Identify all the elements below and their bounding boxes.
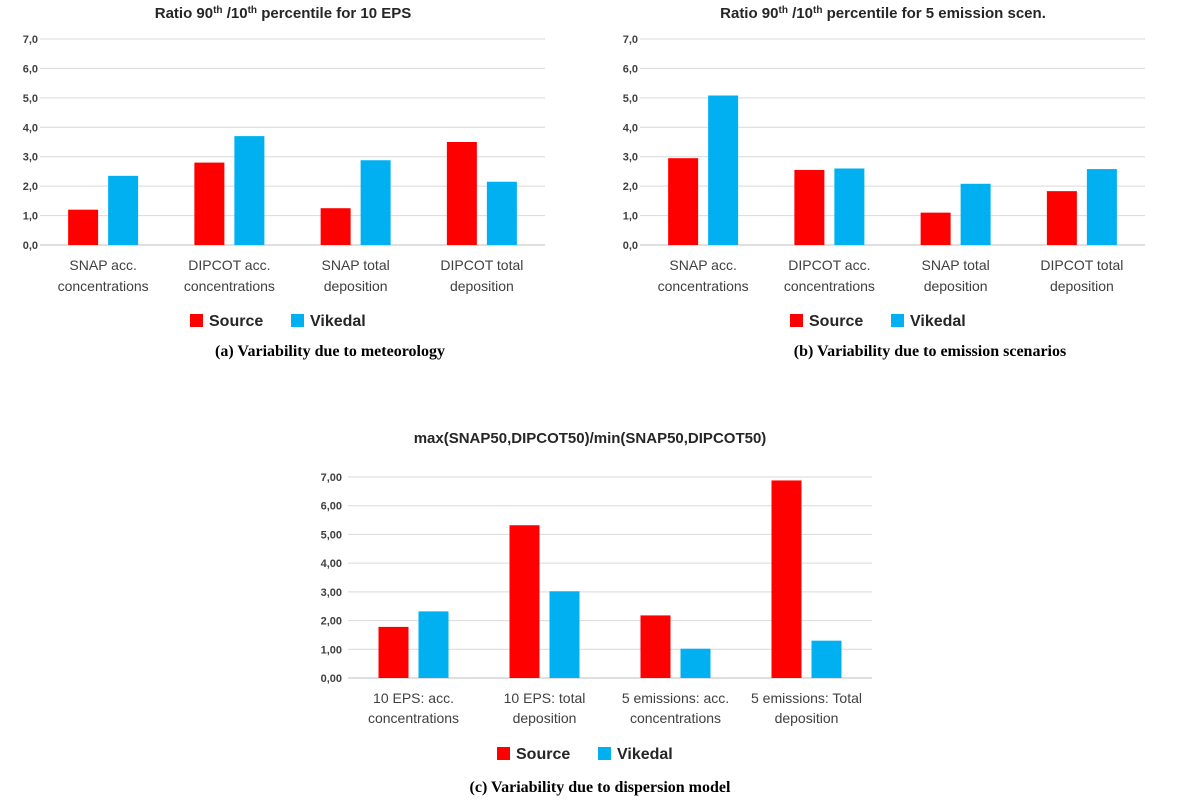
- legend-swatch-source: [497, 747, 510, 760]
- chart-a: Ratio 90th /10th percentile for 10 EPS 0,…: [0, 0, 600, 340]
- y-tick-label: 2,0: [623, 181, 638, 193]
- chart-title: Ratio 90th /10th percentile for 10 EPS: [155, 5, 412, 23]
- y-tick-label: 7,0: [623, 34, 638, 46]
- bar-source: [509, 525, 540, 678]
- bar-source: [668, 158, 699, 245]
- y-tick-label: 5,0: [623, 93, 638, 105]
- bar-source: [320, 208, 351, 245]
- y-tick-label: 0,00: [321, 673, 342, 685]
- y-tick-label: 6,00: [321, 501, 342, 513]
- bar-vikedal: [1086, 169, 1117, 245]
- y-tick-label: 1,0: [23, 211, 38, 223]
- y-tick-label: 0,0: [623, 240, 638, 252]
- y-tick-label: 6,0: [23, 63, 38, 75]
- legend-swatch-source: [190, 314, 203, 327]
- y-tick-label: 3,00: [321, 587, 342, 599]
- category-label: deposition: [924, 278, 988, 294]
- bar-vikedal: [360, 160, 391, 245]
- legend-swatch-vikedal: [598, 747, 611, 760]
- y-tick-label: 7,0: [23, 34, 38, 46]
- legend-label-source: Source: [209, 313, 263, 330]
- category-label: SNAP acc.: [69, 257, 136, 273]
- bar-source: [68, 209, 99, 245]
- category-label: 5 emissions: acc.: [622, 690, 729, 706]
- legend-label-source: Source: [809, 313, 863, 330]
- chart-title: max(SNAP50,DIPCOT50)/min(SNAP50,DIPCOT50…: [414, 430, 767, 447]
- category-label: DIPCOT acc.: [188, 257, 270, 273]
- caption-c: (c) Variability due to dispersion model: [469, 779, 731, 796]
- bar-vikedal: [486, 181, 517, 245]
- y-tick-label: 7,00: [321, 472, 342, 484]
- category-label: concentrations: [784, 278, 875, 294]
- legend-label-vikedal: Vikedal: [910, 313, 966, 330]
- chart-a-svg: Ratio 90th /10th percentile for 10 EPS 0,…: [23, 5, 545, 330]
- bar-vikedal: [418, 611, 449, 678]
- y-tick-label: 4,0: [23, 122, 38, 134]
- bar-vikedal: [960, 183, 991, 245]
- legend-swatch-vikedal: [291, 314, 304, 327]
- category-label: 10 EPS: total: [504, 690, 586, 706]
- chart-b: Ratio 90th /10th percentile for 5 emissi…: [600, 0, 1200, 340]
- bar-source: [920, 212, 951, 245]
- category-label: concentrations: [630, 710, 721, 726]
- legend-swatch-source: [790, 314, 803, 327]
- bar-source: [771, 480, 802, 678]
- bar-vikedal: [108, 175, 139, 245]
- category-label: SNAP total: [922, 257, 990, 273]
- legend-swatch-vikedal: [891, 314, 904, 327]
- category-label: SNAP acc.: [669, 257, 736, 273]
- category-label: deposition: [775, 710, 839, 726]
- bar-source: [378, 626, 409, 678]
- bar-vikedal: [708, 95, 739, 245]
- bar-vikedal: [811, 640, 842, 678]
- chart-b-svg: Ratio 90th /10th percentile for 5 emissi…: [623, 5, 1145, 330]
- legend-label-vikedal: Vikedal: [310, 313, 366, 330]
- bar-vikedal: [834, 168, 865, 245]
- category-label: DIPCOT total: [1040, 257, 1123, 273]
- y-tick-label: 0,0: [23, 240, 38, 252]
- y-tick-label: 2,0: [23, 181, 38, 193]
- bar-source: [794, 169, 825, 245]
- category-label: concentrations: [58, 278, 149, 294]
- legend-label-vikedal: Vikedal: [617, 746, 673, 763]
- chart-title: Ratio 90th /10th percentile for 5 emissi…: [720, 5, 1046, 23]
- caption-b: (b) Variability due to emission scenario…: [793, 343, 1067, 360]
- bar-source: [446, 142, 477, 245]
- y-tick-label: 3,0: [623, 152, 638, 164]
- y-tick-label: 5,0: [23, 93, 38, 105]
- category-label: 10 EPS: acc.: [373, 690, 454, 706]
- category-label: 5 emissions: Total: [751, 690, 862, 706]
- caption-a: (a) Variability due to meteorology: [215, 343, 445, 360]
- category-label: concentrations: [658, 278, 749, 294]
- bar-source: [640, 615, 671, 678]
- category-label: deposition: [513, 710, 577, 726]
- category-label: SNAP total: [322, 257, 390, 273]
- category-label: deposition: [324, 278, 388, 294]
- category-label: concentrations: [184, 278, 275, 294]
- y-tick-label: 3,0: [23, 152, 38, 164]
- y-tick-label: 4,00: [321, 558, 342, 570]
- bar-vikedal: [234, 136, 265, 245]
- bar-vikedal: [680, 648, 711, 678]
- category-label: deposition: [450, 278, 514, 294]
- y-tick-label: 5,00: [321, 529, 342, 541]
- bar-vikedal: [549, 591, 580, 678]
- chart-c: max(SNAP50,DIPCOT50)/min(SNAP50,DIPCOT50…: [300, 418, 900, 770]
- y-tick-label: 4,0: [623, 122, 638, 134]
- y-tick-label: 1,00: [321, 644, 342, 656]
- bar-source: [1046, 191, 1077, 245]
- category-label: deposition: [1050, 278, 1114, 294]
- y-tick-label: 2,00: [321, 616, 342, 628]
- legend-label-source: Source: [516, 746, 570, 763]
- chart-c-svg: max(SNAP50,DIPCOT50)/min(SNAP50,DIPCOT50…: [321, 430, 872, 763]
- category-label: DIPCOT total: [440, 257, 523, 273]
- y-tick-label: 6,0: [623, 63, 638, 75]
- category-label: DIPCOT acc.: [788, 257, 870, 273]
- bar-source: [194, 162, 225, 245]
- category-label: concentrations: [368, 710, 459, 726]
- y-tick-label: 1,0: [623, 211, 638, 223]
